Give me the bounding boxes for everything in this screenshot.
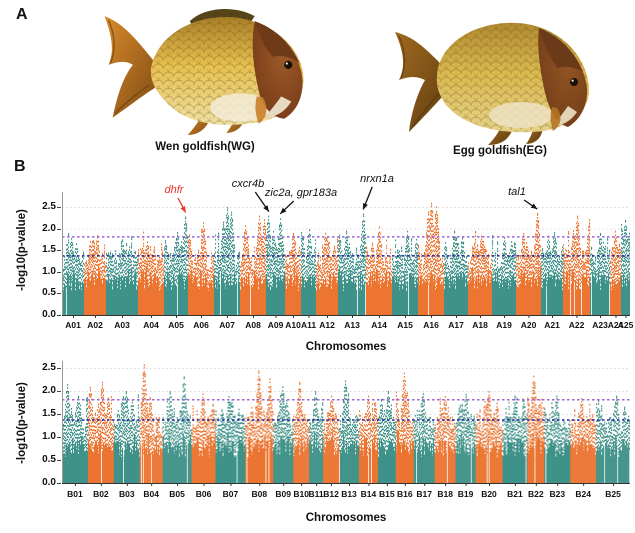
ytick-mark <box>57 315 61 316</box>
ytick-label: 2.5 <box>42 362 56 373</box>
chromosome-label: B17 <box>416 489 433 499</box>
chromosome-label: B12 <box>323 489 339 499</box>
ytick-mark <box>57 228 61 230</box>
panel-b-label: B <box>14 158 26 175</box>
ytick-label: 1.5 <box>42 244 56 256</box>
chromosome-label: A25 <box>617 320 634 330</box>
chromosome-label: A20 <box>520 320 537 330</box>
ytick-label: 0.5 <box>42 454 56 465</box>
ytick-label: 0.0 <box>42 309 56 320</box>
chromosome-label: B11 <box>308 489 324 499</box>
ytick-mark <box>57 207 61 208</box>
chromosome-label: B03 <box>118 489 135 499</box>
xaxis-title-plot-a: Chromosomes <box>305 341 387 353</box>
ytick-label: 1.0 <box>42 265 56 277</box>
chromosome-label: A14 <box>371 320 387 330</box>
egg-goldfish-image <box>395 22 590 145</box>
xaxis-title-plot-b: Chromosomes <box>305 512 387 524</box>
chromosome-label: B10 <box>293 489 309 499</box>
chromosome-label: B20 <box>481 489 497 499</box>
ytick-mark <box>57 368 61 369</box>
egg-goldfish-caption: Egg goldfish(EG) <box>453 145 547 157</box>
ytick-label: 1.5 <box>42 408 56 419</box>
gene-annotation-tal1: tal1 <box>508 186 526 198</box>
chromosome-label: A04 <box>143 320 159 330</box>
chromosome-label: A16 <box>423 320 439 330</box>
ytick-mark <box>57 414 61 415</box>
chromosome-label: B25 <box>605 489 621 499</box>
chromosome-label: A07 <box>219 320 235 330</box>
chromosome-label: B09 <box>275 489 292 499</box>
chromosome-label: A15 <box>397 320 413 330</box>
chromosome-label: A03 <box>114 320 130 330</box>
chromosome-label: A12 <box>319 320 335 330</box>
chromosome-label: A22 <box>568 320 585 330</box>
gene-annotation-dhfr: dhfr <box>164 184 184 196</box>
chromosome-label: A02 <box>87 320 103 330</box>
chromosome-label: A05 <box>168 320 184 330</box>
chromosome-label: A13 <box>344 320 360 330</box>
chromosome-label: B22 <box>528 489 544 499</box>
ytick-mark <box>57 483 61 484</box>
gene-annotation-nrxn1a: nrxn1a <box>360 173 394 185</box>
chromosome-label: B14 <box>360 489 377 499</box>
ytick-mark <box>57 250 61 252</box>
yaxis-label-plot-b: -log10(p-value) <box>16 382 28 464</box>
chromosome-label: A17 <box>448 320 464 330</box>
wen-goldfish-caption: Wen goldfish(WG) <box>155 141 255 153</box>
gene-annotation-cxcr4b: cxcr4b <box>231 178 265 190</box>
ytick-label: 2.5 <box>42 201 56 212</box>
ytick-mark <box>57 271 61 273</box>
chromosome-label: B07 <box>222 489 239 499</box>
chromosome-label: B23 <box>549 489 566 499</box>
ytick-label: 2.0 <box>42 222 56 234</box>
chromosome-label: B06 <box>195 489 212 499</box>
ytick-mark <box>57 293 61 295</box>
chromosome-label: B08 <box>251 489 268 499</box>
chromosome-label: A24 <box>607 320 624 330</box>
ytick-label: 1.0 <box>42 431 56 442</box>
chromosome-label: A19 <box>496 320 512 330</box>
chromosome-label: A08 <box>245 320 261 330</box>
chromosome-label: A21 <box>544 320 560 330</box>
chromosome-label: A11 <box>300 320 317 330</box>
chromosome-label: B05 <box>169 489 185 499</box>
manhattan-plot-b-canvas <box>62 359 630 486</box>
chromosome-label: B24 <box>575 489 591 499</box>
chromosome-label: A01 <box>65 320 81 330</box>
ytick-label: 0.5 <box>42 287 56 299</box>
ytick-label: 2.0 <box>42 385 56 396</box>
chromosome-label: B01 <box>67 489 83 499</box>
chromosome-label: B04 <box>143 489 159 499</box>
chromosome-label: B18 <box>437 489 453 499</box>
ytick-label: 0.0 <box>42 477 56 488</box>
chromosome-label: B15 <box>379 489 395 499</box>
gene-annotation-zic2a-gpr183a: zic2a, gpr183a <box>264 187 338 199</box>
chromosome-label: B02 <box>93 489 109 499</box>
chromosome-label: A09 <box>267 320 284 330</box>
manhattan-plot-a-canvas <box>62 190 630 318</box>
ytick-mark <box>57 460 61 461</box>
ytick-mark <box>57 437 61 438</box>
chromosome-label: A06 <box>193 320 209 330</box>
chromosome-label: A10 <box>285 320 301 330</box>
chromosome-label: B19 <box>457 489 474 499</box>
chromosome-label: B16 <box>396 489 413 499</box>
chromosome-label: A18 <box>472 320 488 330</box>
chromosome-label: B13 <box>341 489 357 499</box>
wen-goldfish-image <box>104 9 304 135</box>
ytick-mark <box>57 391 61 392</box>
chromosome-label: B21 <box>507 489 523 499</box>
chromosome-label: A23 <box>592 320 608 330</box>
panel-a-label: A <box>16 6 28 23</box>
